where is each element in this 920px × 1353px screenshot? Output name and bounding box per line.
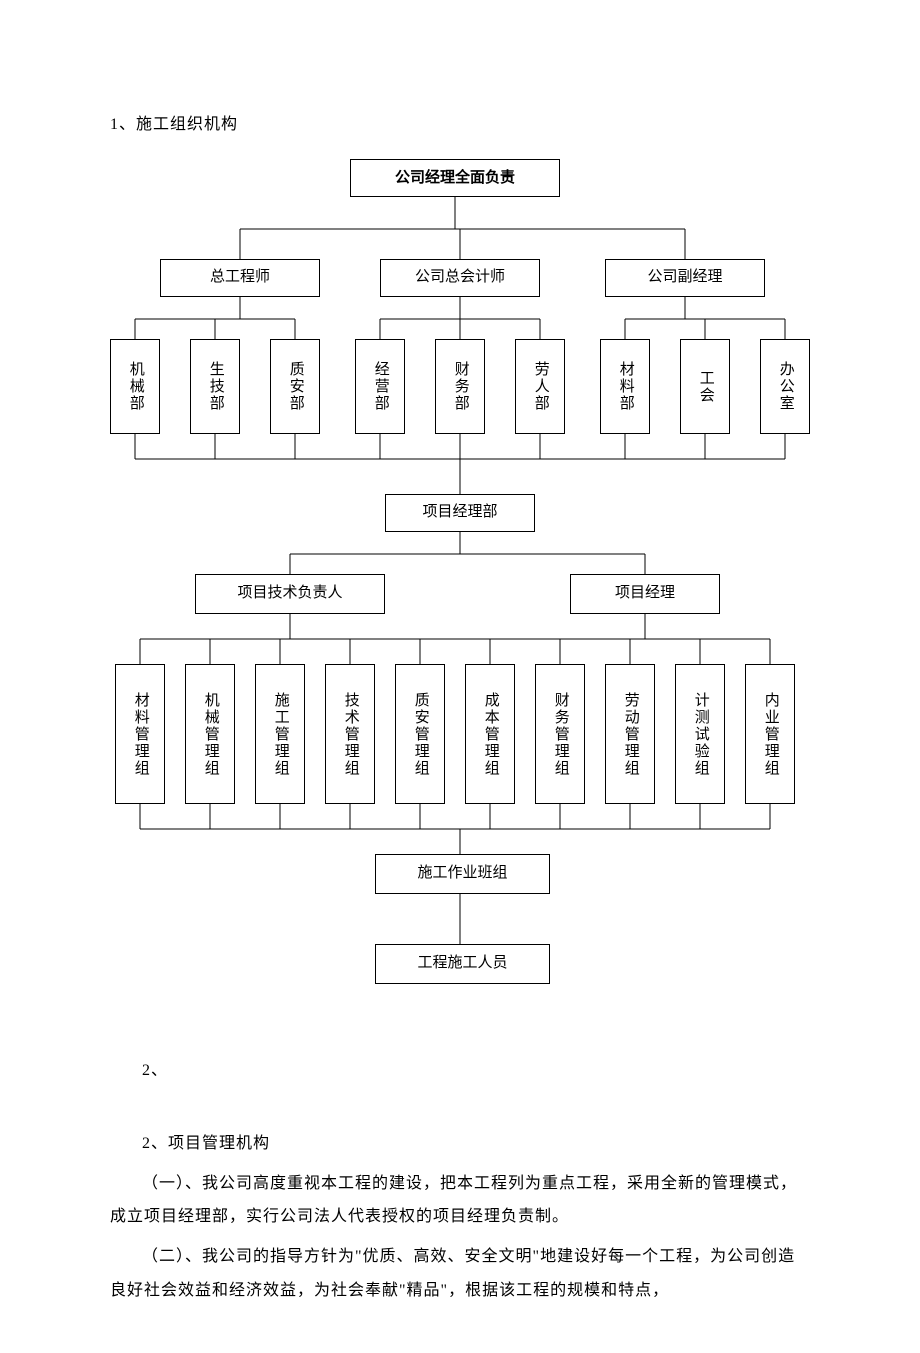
node-l3-6: 材料部 (600, 339, 650, 434)
node-l5-4: 质安管理组 (395, 664, 445, 804)
node-l5-0: 材料管理组 (115, 664, 165, 804)
section-heading-1: 1、施工组织机构 (110, 110, 810, 134)
node-l5-7: 劳动管理组 (605, 664, 655, 804)
node-l5-2: 施工管理组 (255, 664, 305, 804)
node-bottom-1: 施工作业班组 (375, 854, 550, 894)
node-l3-4: 财务部 (435, 339, 485, 434)
node-l2-1: 公司总会计师 (380, 259, 540, 297)
node-l3-0: 机械部 (110, 339, 160, 434)
node-midpair-1: 项目经理 (570, 574, 720, 614)
node-l3-2: 质安部 (270, 339, 320, 434)
node-l5-1: 机械管理组 (185, 664, 235, 804)
node-l5-5: 成本管理组 (465, 664, 515, 804)
section-heading-2: 2、项目管理机构 (110, 1127, 810, 1161)
node-l3-1: 生技部 (190, 339, 240, 434)
node-l5-9: 内业管理组 (745, 664, 795, 804)
node-l5-8: 计测试验组 (675, 664, 725, 804)
paragraph-2: （二）、我公司的指导方针为"优质、高效、安全文明"地建设好每一个工程，为公司创造… (110, 1240, 810, 1307)
node-l2-2: 公司副经理 (605, 259, 765, 297)
body-text: 2、 2、项目管理机构 （一）、我公司高度重视本工程的建设，把本工程列为重点工程… (110, 1054, 810, 1307)
node-l5-3: 技术管理组 (325, 664, 375, 804)
node-l3-3: 经营部 (355, 339, 405, 434)
node-l5-6: 财务管理组 (535, 664, 585, 804)
node-l3-5: 劳人部 (515, 339, 565, 434)
paragraph-1: （一）、我公司高度重视本工程的建设，把本工程列为重点工程，采用全新的管理模式，成… (110, 1167, 810, 1234)
node-top: 公司经理全面负责 (350, 159, 560, 197)
stray-number: 2、 (110, 1054, 810, 1088)
node-midpair-0: 项目技术负责人 (195, 574, 385, 614)
node-mid1: 项目经理部 (385, 494, 535, 532)
node-bottom-2: 工程施工人员 (375, 944, 550, 984)
page: 1、施工组织机构 (0, 0, 920, 1353)
node-l2-0: 总工程师 (160, 259, 320, 297)
node-l3-8: 办公室 (760, 339, 810, 434)
org-chart: 公司经理全面负责 总工程师 公司总会计师 公司副经理 机械部 生技部 质安部 经… (100, 154, 840, 1014)
node-l3-7: 工会 (680, 339, 730, 434)
